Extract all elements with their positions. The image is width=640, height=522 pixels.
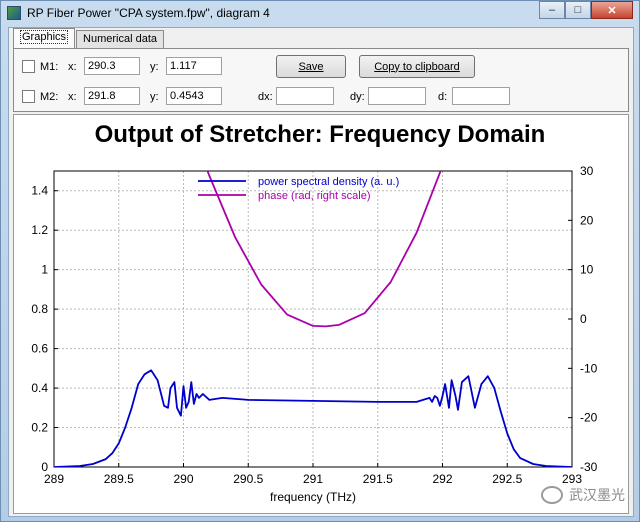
x-tick-label: 292.5 xyxy=(492,472,522,486)
marker-panel: M1: x: 290.3 y: 1.117 Save Copy to clipb… xyxy=(13,48,629,112)
save-button[interactable]: Save xyxy=(276,55,346,78)
x-tick-label: 292 xyxy=(432,472,452,486)
watermark: 武汉墨光 xyxy=(541,485,625,505)
m2-x-label: x: xyxy=(68,91,77,103)
frequency-domain-chart: Output of Stretcher: Frequency Domain 28… xyxy=(31,121,597,504)
chart-area: Output of Stretcher: Frequency Domain 28… xyxy=(13,114,629,514)
y2-tick-label: -20 xyxy=(580,411,598,425)
m1-x-label: x: xyxy=(68,61,77,73)
y-tick-label: 0.2 xyxy=(31,421,48,435)
app-icon xyxy=(7,6,21,20)
m1-label: M1: xyxy=(40,61,59,73)
y-tick-label: 1 xyxy=(41,263,48,277)
minimize-button[interactable]: – xyxy=(539,1,565,19)
dx-label: dx: xyxy=(258,91,273,103)
x-tick-label: 289.5 xyxy=(104,472,134,486)
m2-y-field[interactable]: 0.4543 xyxy=(166,87,222,105)
y-tick-label: 1.4 xyxy=(31,184,48,198)
m2-x-field[interactable]: 291.8 xyxy=(84,87,140,105)
m2-y-label: y: xyxy=(150,91,159,103)
chart-title: Output of Stretcher: Frequency Domain xyxy=(95,121,546,148)
legend: power spectral density (a. u.) phase (rad… xyxy=(198,176,399,202)
d-field[interactable] xyxy=(452,87,510,105)
phase-line xyxy=(206,171,442,328)
y2-tick-label: 0 xyxy=(580,312,587,326)
power-spectral-density-line xyxy=(54,369,572,467)
m1-y-field[interactable]: 1.117 xyxy=(166,57,222,75)
d-label: d: xyxy=(438,91,448,103)
watermark-text: 武汉墨光 xyxy=(569,487,625,503)
m1-checkbox[interactable] xyxy=(22,60,35,73)
grid-lines xyxy=(53,171,573,468)
dy-field[interactable] xyxy=(368,87,426,105)
x-tick-label: 290 xyxy=(173,472,193,486)
series-layer xyxy=(54,171,572,467)
maximize-button[interactable]: □ xyxy=(565,1,591,19)
m1-y-label: y: xyxy=(150,61,159,73)
m2-checkbox[interactable] xyxy=(22,90,35,103)
tab-numerical-data[interactable]: Numerical data xyxy=(76,30,165,49)
axis-ticks: 289 289.5 290 290.5 291 291.5 292 292.5 293 0 0.2 0… xyxy=(31,164,597,486)
x-tick-label: 290.5 xyxy=(233,472,263,486)
dy-label: dy: xyxy=(350,91,365,103)
window-title: RP Fiber Power "CPA system.fpw", diagram… xyxy=(27,6,270,20)
y2-tick-label: -10 xyxy=(580,361,598,375)
y-tick-label: 0.6 xyxy=(31,342,48,356)
m2-label: M2: xyxy=(40,91,59,103)
y2-tick-label: 20 xyxy=(580,213,594,227)
x-tick-label: 289 xyxy=(44,472,64,486)
legend-label: power spectral density (a. u.) xyxy=(258,176,399,188)
copy-to-clipboard-button[interactable]: Copy to clipboard xyxy=(359,55,475,78)
y-tick-label: 1.2 xyxy=(31,223,48,237)
x-tick-label: 291 xyxy=(303,472,323,486)
client-area: Graphics Numerical data M1: x: 290.3 y: … xyxy=(8,27,634,517)
dx-field[interactable] xyxy=(276,87,334,105)
close-button[interactable]: ✕ xyxy=(591,1,633,19)
x-tick-label: 291.5 xyxy=(363,472,393,486)
marker-row-m1: M1: x: 290.3 y: 1.117 Save Copy to clipb… xyxy=(14,55,628,78)
y2-tick-label: 10 xyxy=(580,263,594,277)
wechat-icon xyxy=(541,486,563,504)
marker-row-m2: M2: x: 291.8 y: 0.4543 dx: dy: d: xyxy=(14,87,628,107)
y2-tick-label: 30 xyxy=(580,164,594,178)
x-axis-label: frequency (THz) xyxy=(270,490,356,504)
title-bar[interactable]: RP Fiber Power "CPA system.fpw", diagram… xyxy=(1,1,639,25)
y-tick-label: 0.4 xyxy=(31,381,48,395)
y2-tick-label: -30 xyxy=(580,460,598,474)
tab-graphics[interactable]: Graphics xyxy=(13,28,76,49)
tab-bar: Graphics Numerical data xyxy=(13,28,165,49)
y-tick-label: 0 xyxy=(41,460,48,474)
legend-label: phase (rad, right scale) xyxy=(258,190,371,202)
x-tick-label: 293 xyxy=(562,472,582,486)
window-controls: – □ ✕ xyxy=(539,1,633,19)
y-tick-label: 0.8 xyxy=(31,302,48,316)
m1-x-field[interactable]: 290.3 xyxy=(84,57,140,75)
